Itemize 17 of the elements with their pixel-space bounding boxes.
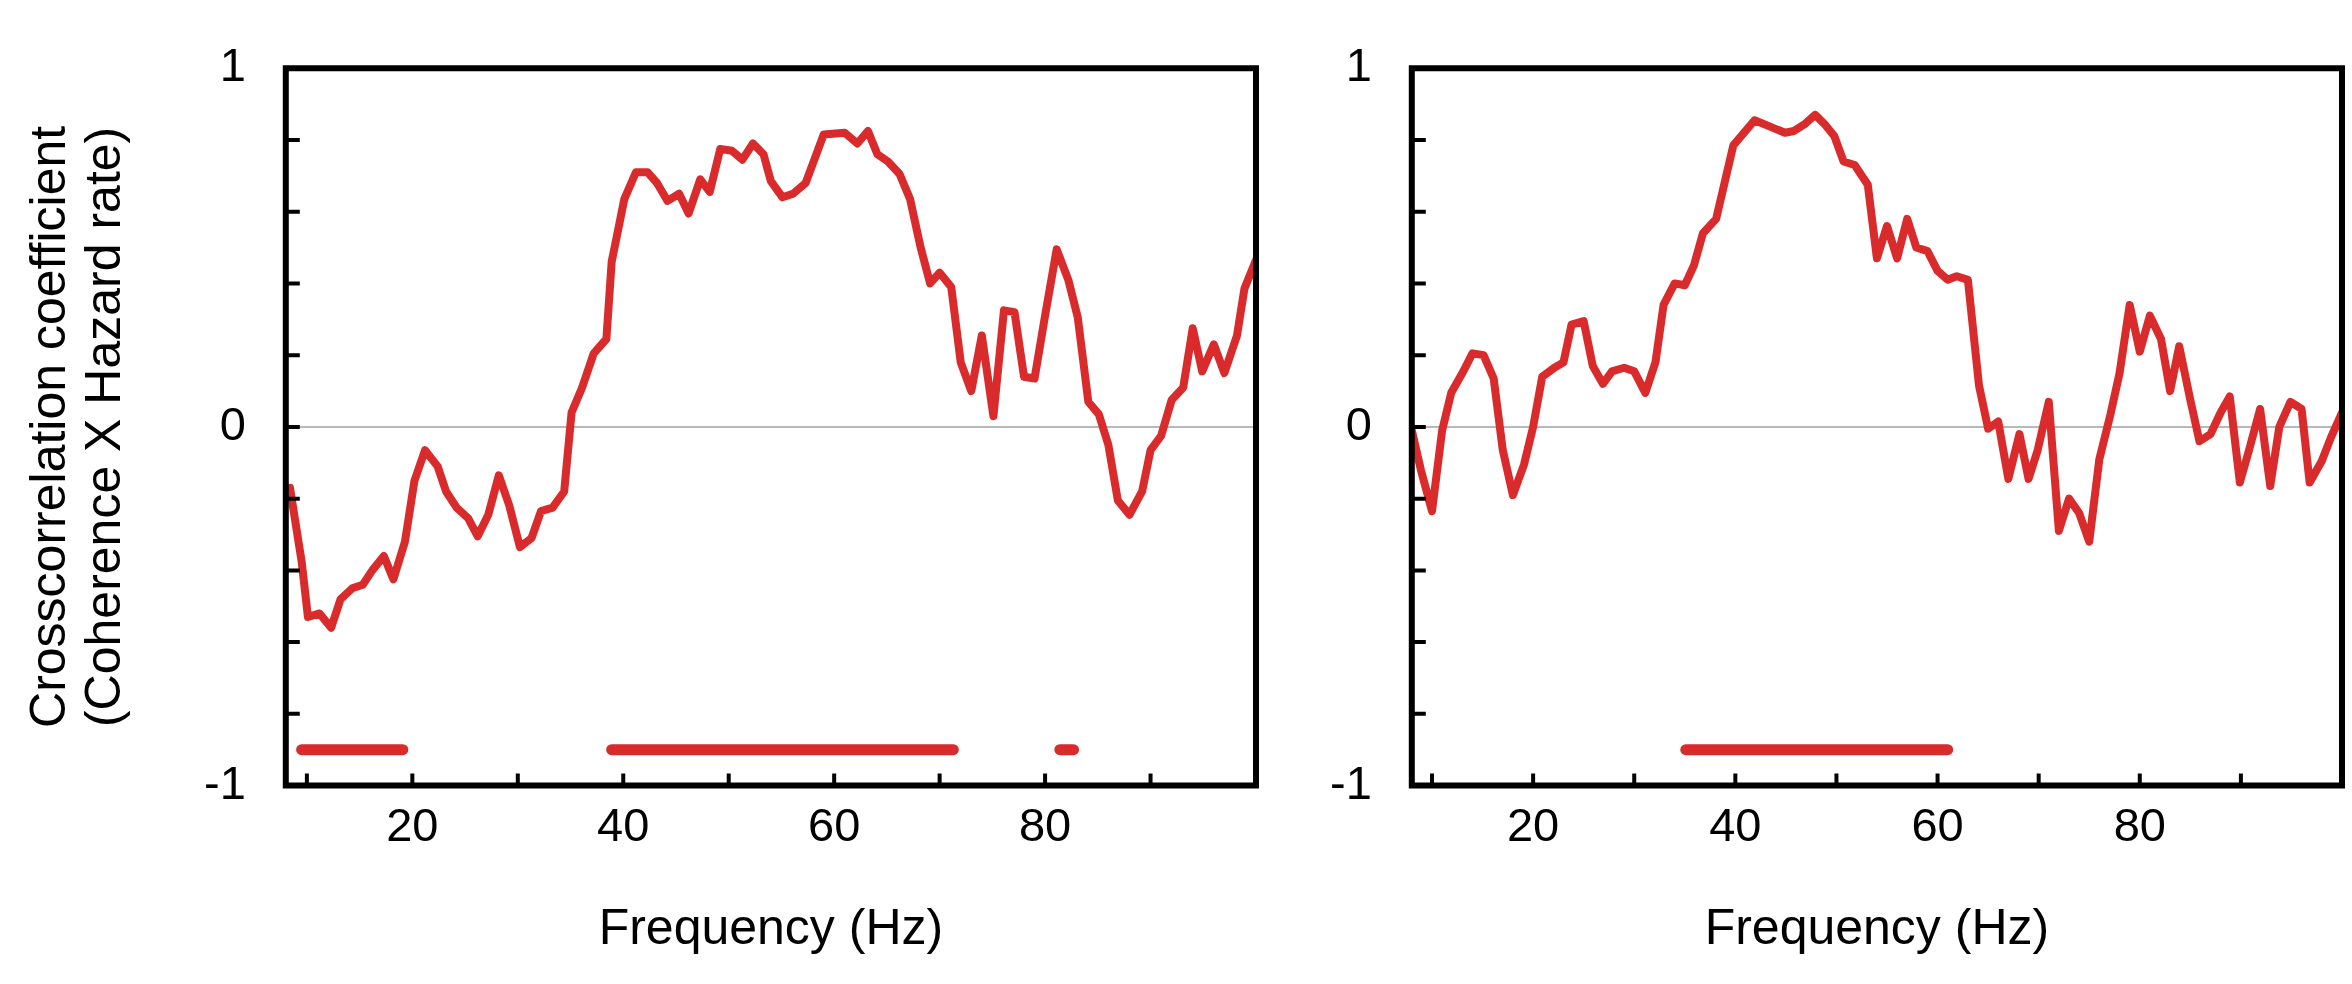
x-axis-title: Frequency (Hz) xyxy=(1704,898,2050,955)
x-tick-label: 40 xyxy=(1709,797,1762,851)
y-tick-label: 0 xyxy=(219,396,246,450)
x-tick-label: 60 xyxy=(1911,797,1964,851)
x-tick-label: 80 xyxy=(2113,797,2166,851)
x-tick-label: 20 xyxy=(1506,797,1560,851)
y-tick-label: 1 xyxy=(1345,38,1372,92)
x-axis-title: Frequency (Hz) xyxy=(598,898,944,955)
y-axis-title: Crosscorrelation coefficient (Coherence X Hazard rate) xyxy=(20,125,132,728)
x-tick-label: 20 xyxy=(386,797,439,851)
x-tick-label: 60 xyxy=(808,797,861,851)
x-tick-label: 80 xyxy=(1018,797,1072,851)
y-tick-label: -1 xyxy=(1329,755,1372,809)
x-tick-label: 40 xyxy=(597,797,650,851)
y-tick-label: -1 xyxy=(203,755,246,809)
y-tick-label: 0 xyxy=(1345,396,1372,450)
y-tick-label: 1 xyxy=(219,38,246,92)
